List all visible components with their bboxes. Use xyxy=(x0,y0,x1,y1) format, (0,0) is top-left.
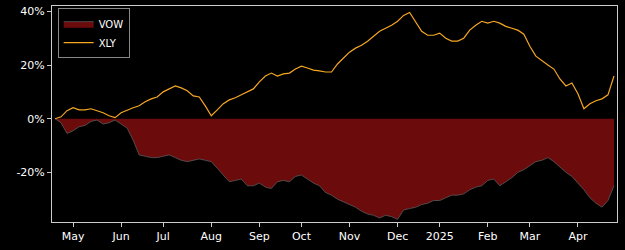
svg-text:Aug: Aug xyxy=(201,230,222,243)
svg-text:Feb: Feb xyxy=(478,230,497,243)
svg-text:Apr: Apr xyxy=(568,230,588,243)
svg-text:20%: 20% xyxy=(20,59,44,72)
svg-text:May: May xyxy=(62,230,85,243)
svg-text:Sep: Sep xyxy=(249,230,270,243)
svg-text:Dec: Dec xyxy=(387,230,408,243)
svg-text:Mar: Mar xyxy=(519,230,540,243)
svg-text:Jun: Jun xyxy=(112,230,130,243)
svg-text:Nov: Nov xyxy=(339,230,361,243)
svg-text:Jul: Jul xyxy=(156,230,170,243)
svg-text:VOW: VOW xyxy=(99,19,124,30)
svg-text:XLY: XLY xyxy=(99,38,117,49)
svg-text:-20%: -20% xyxy=(16,166,44,179)
svg-text:40%: 40% xyxy=(20,5,44,18)
svg-text:Oct: Oct xyxy=(292,230,312,243)
svg-text:0%: 0% xyxy=(27,113,44,126)
svg-text:2025: 2025 xyxy=(426,230,454,243)
